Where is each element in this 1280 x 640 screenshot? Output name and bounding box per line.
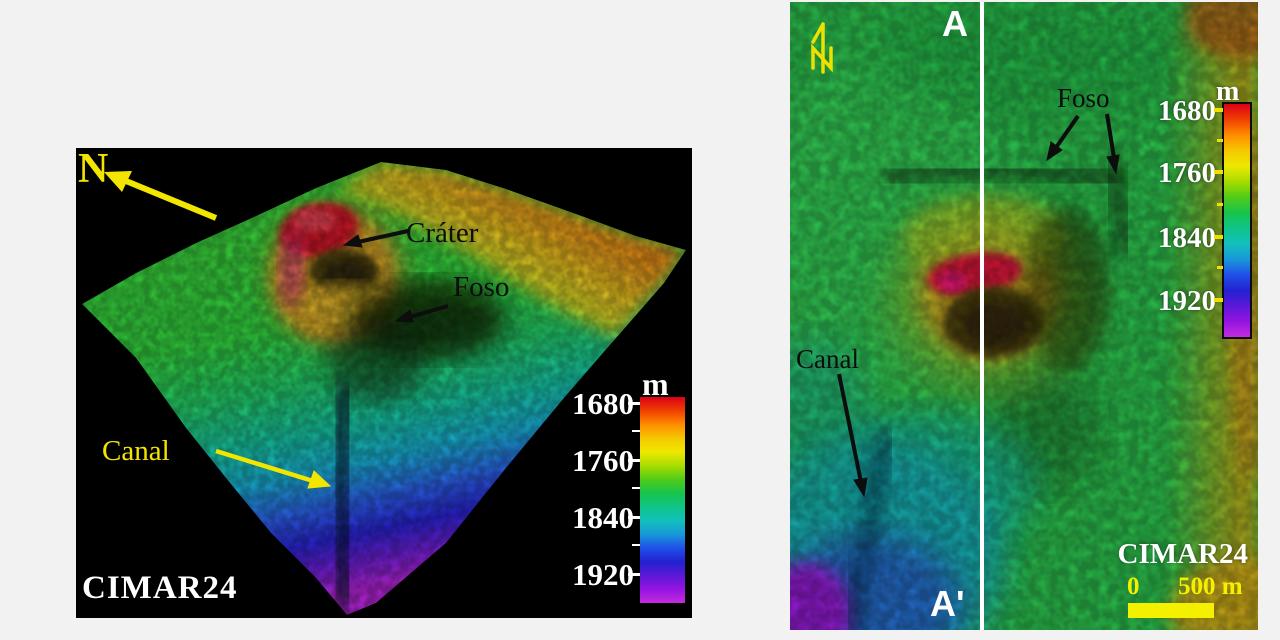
colorbar-minor-tick [632,487,640,489]
colorbar-tick [1214,298,1223,302]
canal-arrow [837,373,868,498]
colorbar-tick [1214,235,1223,239]
canal-arrow [215,448,332,489]
colorbar-tick-label: 1920 [572,557,634,592]
colorbar-tick [628,516,640,519]
colorbar-minor-tick [632,430,640,432]
left-3d-view-panel: N Cráter Foso Canal CIMAR24 m 1680 1760 … [76,148,692,618]
north-arrow [104,171,218,221]
canal-label: Canal [796,344,859,374]
crater-arrow [342,229,409,248]
scalebar [1128,603,1214,618]
left-terrain-graphic [82,162,686,615]
profile-start-label: A [942,3,968,44]
scalebar-zero: 0 [1127,573,1140,600]
colorbar-tick [1214,170,1223,174]
foso-label: Foso [453,271,510,303]
colorbar-minor-tick [1217,266,1223,269]
foso-arrow-east [1105,113,1120,175]
colorbar-minor-tick [1217,203,1223,206]
colorbar-tick [1214,108,1223,112]
colorbar-unit: m [642,366,669,402]
depth-colorbar [1222,102,1252,339]
survey-title: CIMAR24 [82,570,238,606]
north-symbol [811,22,833,74]
depth-colorbar [640,397,685,603]
foso-arrow-west [1046,114,1080,162]
scalebar-distance: 500 m [1178,573,1243,600]
foso-label: Foso [1057,83,1110,113]
survey-title: CIMAR24 [1117,538,1249,570]
colorbar-tick [628,573,640,576]
colorbar-tick-label: 1680 [572,386,634,421]
right-map-graphic [790,2,1258,630]
right-plan-view-panel: A A' Foso Canal CIMAR24 0 500 m m 1680 1… [790,2,1258,630]
profile-end-label: A' [930,583,965,624]
terrain-texture [82,162,686,615]
colorbar-tick-label: 1840 [572,500,634,535]
colorbar-minor-tick [632,544,640,546]
map-texture [790,2,1258,630]
north-label: N [78,148,109,192]
colorbar-unit: m [1216,76,1240,107]
colorbar-tick-label: 1680 [1158,95,1216,127]
colorbar-tick-label: 1920 [1158,285,1216,317]
colorbar-tick [628,402,640,405]
colorbar-minor-tick [1217,139,1223,142]
crater-label: Cráter [406,217,479,249]
colorbar-tick-label: 1840 [1158,222,1216,254]
canal-label: Canal [102,435,170,467]
colorbar-tick-label: 1760 [1158,157,1216,189]
foso-arrow [394,304,449,323]
colorbar-tick-label: 1760 [572,443,634,478]
terrain-surface [82,162,686,615]
cross-section-line [980,2,984,630]
colorbar-tick [628,459,640,462]
